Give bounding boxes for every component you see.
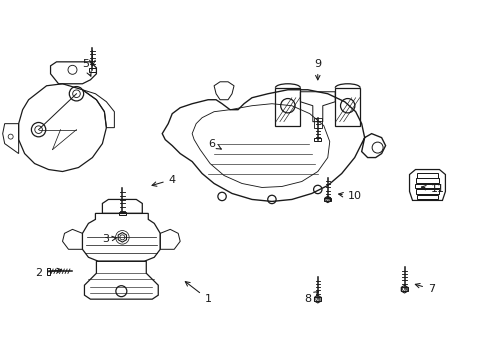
Bar xyxy=(89,68,96,72)
Bar xyxy=(314,297,321,301)
Text: 8: 8 xyxy=(304,292,318,304)
Text: 10: 10 xyxy=(338,192,361,202)
Bar xyxy=(414,184,440,189)
Text: 5: 5 xyxy=(82,59,91,76)
Text: 2: 2 xyxy=(35,268,61,278)
Text: 4: 4 xyxy=(152,175,175,186)
Text: 11: 11 xyxy=(421,184,444,194)
Bar xyxy=(335,88,360,126)
Text: 3: 3 xyxy=(102,234,116,244)
Bar xyxy=(324,198,330,201)
Text: 1: 1 xyxy=(185,282,211,304)
Text: 9: 9 xyxy=(314,59,321,80)
Bar xyxy=(415,178,439,183)
Bar xyxy=(415,189,439,194)
Text: 7: 7 xyxy=(414,283,434,294)
Bar xyxy=(416,173,438,177)
Bar xyxy=(119,212,125,215)
Bar xyxy=(47,268,50,275)
Bar xyxy=(400,287,407,291)
Bar xyxy=(416,195,438,199)
Bar xyxy=(313,118,321,128)
Bar xyxy=(314,138,321,141)
Text: 6: 6 xyxy=(208,139,221,149)
Bar xyxy=(275,88,300,126)
